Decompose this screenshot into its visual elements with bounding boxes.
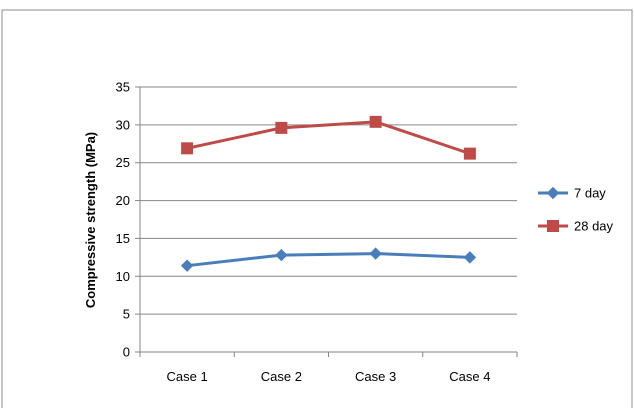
axes: [139, 87, 517, 353]
legend-label: 7 day: [574, 186, 606, 201]
data-point-28-day: [463, 147, 476, 160]
y-tick-label: 35: [116, 80, 130, 95]
data-point-28-day: [369, 115, 382, 128]
x-tick-label: Case 2: [261, 369, 302, 384]
legend: 7 day 28 day: [538, 186, 614, 234]
series-line-7-day: [186, 252, 470, 268]
y-tick-label: 10: [116, 269, 130, 284]
y-tick-label: 5: [123, 307, 130, 322]
y-tick-label: 30: [116, 117, 130, 132]
y-axis-label: Compressive strength (MPa): [83, 132, 98, 308]
y-tick-label: 15: [116, 231, 130, 246]
legend-item-28-day: 28 day: [538, 219, 614, 234]
y-tick-label: 20: [116, 193, 130, 208]
x-axis-ticks: Case 1 Case 2 Case 3 Case 4: [139, 352, 518, 384]
data-point-28-day: [181, 142, 194, 155]
chart-area-border: [1, 9, 633, 408]
legend-marker-7-day: [546, 186, 560, 200]
series-28-day: [181, 115, 476, 160]
series-line-28-day: [186, 120, 471, 156]
data-point-7-day: [369, 247, 382, 260]
x-tick-label: Case 1: [167, 369, 208, 384]
series-7-day: [180, 247, 477, 272]
y-tick-label: 25: [116, 155, 130, 170]
x-tick-label: Case 4: [449, 369, 490, 384]
x-tick-label: Case 3: [355, 369, 396, 384]
data-point-7-day: [463, 251, 477, 264]
series-group: [180, 115, 477, 272]
gridlines: [140, 86, 517, 315]
y-tick-label: 0: [123, 345, 130, 360]
legend-label: 28 day: [574, 219, 614, 234]
data-point-7-day: [180, 259, 194, 272]
data-point-28-day: [275, 121, 288, 134]
legend-marker-28-day: [547, 220, 559, 232]
legend-item-7-day: 7 day: [538, 186, 606, 201]
y-axis-ticks: 0 5 10 15 20 25 30 35: [116, 80, 140, 360]
data-point-7-day: [275, 248, 288, 262]
